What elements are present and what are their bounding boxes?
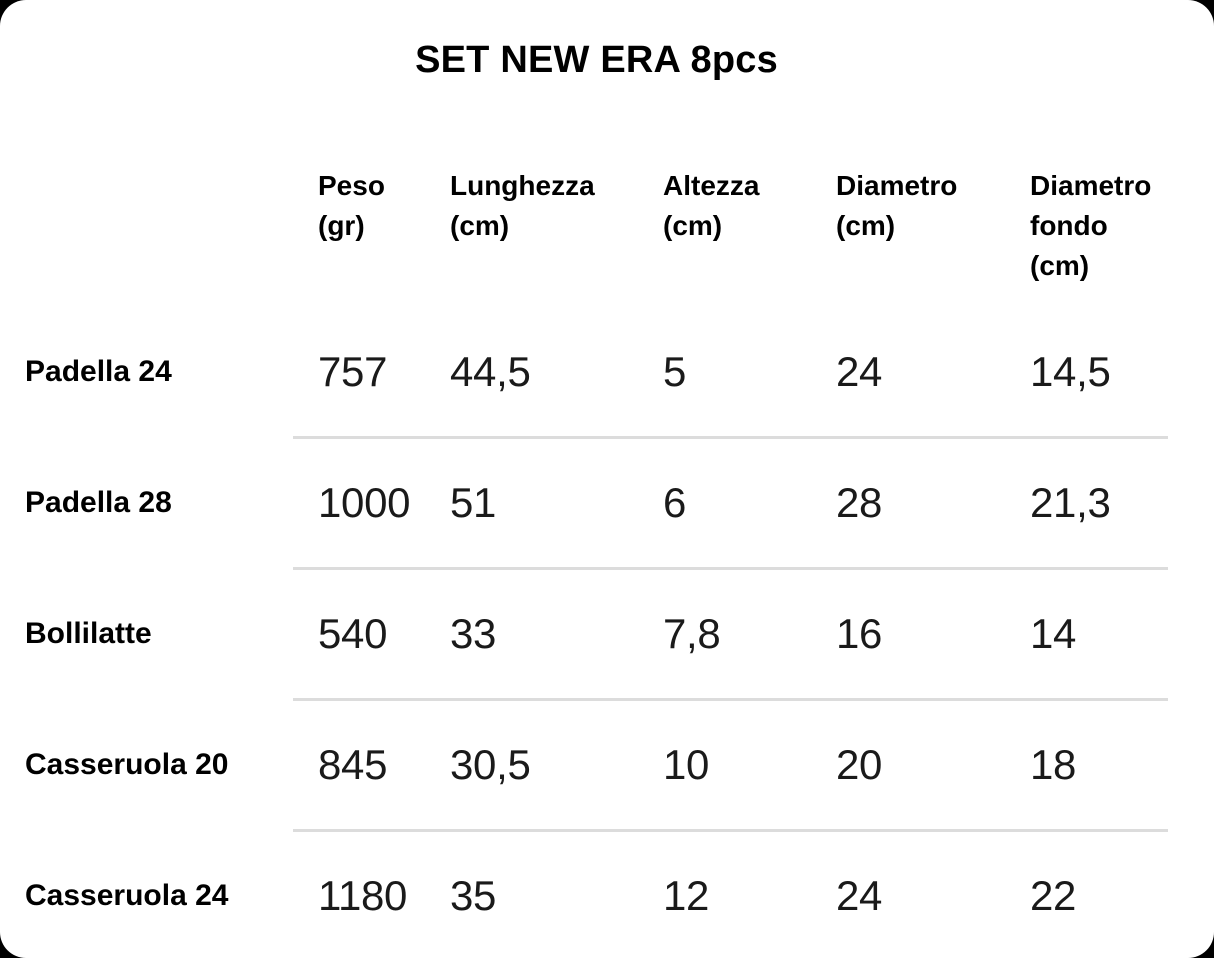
cell-value: 1180: [318, 871, 408, 919]
cell-value: 6: [663, 478, 687, 526]
column-header-unit: (cm): [663, 210, 723, 241]
table-row: Padella 28 1000 51 6 28 21,3: [25, 436, 1168, 568]
cell-value: 18: [1030, 740, 1077, 788]
column-header-diametro: Diametro (cm): [836, 166, 1030, 246]
column-header-peso: Peso (gr): [318, 166, 450, 246]
cell-value: 540: [318, 609, 388, 657]
cell-value: 7,8: [663, 609, 721, 657]
column-header-line: Diametro: [836, 170, 958, 201]
column-header-altezza: Altezza (cm): [663, 166, 836, 246]
cell-value: 14,5: [1030, 347, 1111, 395]
cell-value: 845: [318, 740, 388, 788]
cell-value: 44,5: [450, 347, 531, 395]
column-header-unit: (gr): [318, 210, 365, 241]
table-row: Casseruola 20 845 30,5 10 20 18: [25, 698, 1168, 830]
row-label: Casseruola 24: [25, 878, 229, 912]
table-header-row: Peso (gr) Lunghezza (cm) Altezza (cm) Di…: [25, 166, 1168, 286]
cell-value: 757: [318, 347, 388, 395]
table-row: Bollilatte 540 33 7,8 16 14: [25, 567, 1168, 699]
page-title: SET NEW ERA 8pcs: [415, 39, 778, 81]
row-label: Casseruola 20: [25, 747, 229, 781]
column-header-unit: (cm): [836, 210, 896, 241]
row-label: Padella 24: [25, 354, 172, 388]
cell-value: 12: [663, 871, 710, 919]
column-header-line: Diametro: [1030, 170, 1152, 201]
cell-value: 14: [1030, 609, 1077, 657]
column-header-line: Altezza: [663, 170, 760, 201]
column-header-lunghezza: Lunghezza (cm): [450, 166, 663, 246]
cell-value: 28: [836, 478, 883, 526]
row-divider: [293, 698, 1168, 701]
cell-value: 16: [836, 609, 883, 657]
cell-value: 30,5: [450, 740, 531, 788]
table-row: Padella 24 757 44,5 5 24 14,5: [25, 306, 1168, 437]
row-label: Bollilatte: [25, 616, 152, 650]
cell-value: 33: [450, 609, 497, 657]
row-label: Padella 28: [25, 485, 172, 519]
cell-value: 51: [450, 478, 497, 526]
table-row: Casseruola 24 1180 35 12 24 22: [25, 829, 1168, 958]
cell-value: 5: [663, 347, 687, 395]
column-header-unit: (cm): [450, 210, 510, 241]
cell-value: 20: [836, 740, 883, 788]
cell-value: 21,3: [1030, 478, 1111, 526]
column-header-unit: fondo (cm): [1030, 210, 1108, 281]
cell-value: 10: [663, 740, 710, 788]
row-divider: [293, 436, 1168, 439]
row-divider: [293, 829, 1168, 832]
row-divider: [293, 567, 1168, 570]
cell-value: 22: [1030, 871, 1077, 919]
column-header-line: Lunghezza: [450, 170, 595, 201]
cell-value: 35: [450, 871, 497, 919]
cell-value: 24: [836, 347, 883, 395]
column-header-line: Peso: [318, 170, 385, 201]
cell-value: 1000: [318, 478, 411, 526]
cell-value: 24: [836, 871, 883, 919]
column-header-diametro-fondo: Diametro fondo (cm): [1030, 166, 1168, 286]
